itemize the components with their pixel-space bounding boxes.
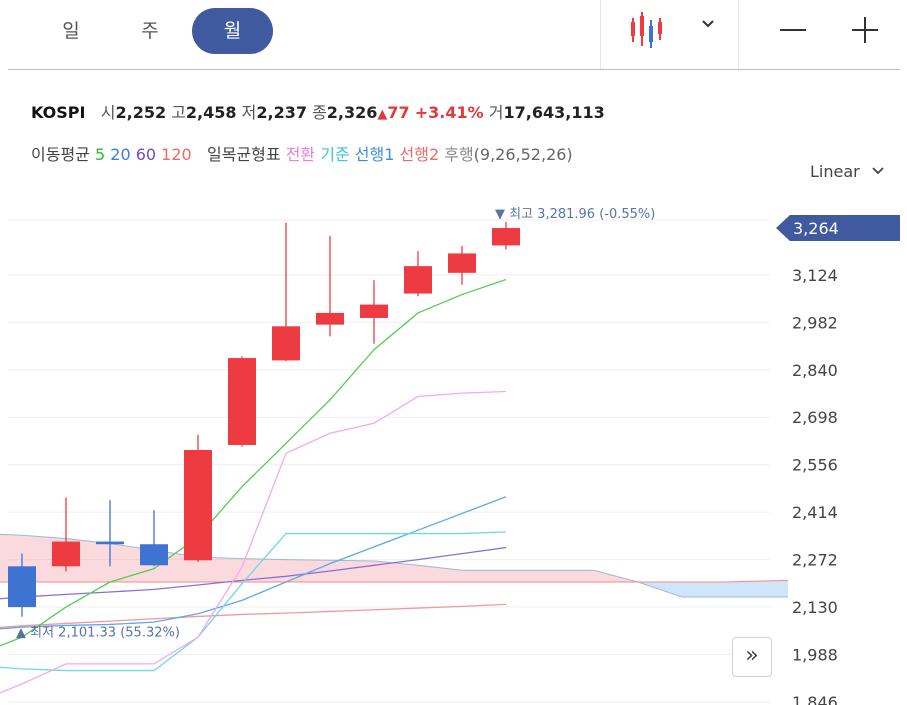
cloud-segment [330, 560, 374, 583]
high-value: 2,458 [185, 103, 237, 122]
low-value: 2,237 [256, 103, 307, 122]
scale-selector[interactable]: Linear [810, 162, 885, 181]
change-percent: +3.41% [414, 103, 484, 122]
ma-60: 60 [135, 145, 157, 164]
candle-body [492, 228, 520, 246]
ichimoku-conversion: 전환 [285, 145, 316, 164]
ichimoku-span1: 선행1 [354, 145, 395, 164]
candlestick-icon [631, 12, 662, 48]
top-toolbar: 일 주 월 [0, 0, 907, 70]
min-annotation: ▲ 최저 2,101.33 (55.32%) [16, 626, 180, 641]
y-tick-label: 2,272 [792, 551, 838, 570]
quote-summary: KOSPI 시2,252 고2,458 저2,237 종2,326▲77 +3.… [31, 99, 605, 123]
cloud-segment [550, 570, 594, 583]
price-chart[interactable]: 1,846 1,988 2,130 2,272 2,414 2,556 2,698 2,840… [0, 190, 907, 705]
y-tick-label: 2,982 [792, 313, 838, 332]
scroll-latest-button[interactable]: » [732, 637, 772, 677]
tab-monthly[interactable]: 월 [192, 8, 273, 54]
open-label: 시 [100, 103, 116, 122]
y-tick-label: 1,846 [792, 693, 838, 705]
low-label: 저 [241, 103, 257, 122]
scale-label: Linear [810, 162, 860, 181]
current-price-tag [776, 215, 900, 242]
candle-body [52, 541, 80, 567]
candle-body [360, 304, 388, 318]
close-value: 2,326 [326, 103, 378, 122]
ichimoku-span2: 선행2 [399, 145, 440, 164]
cloud-segment [682, 582, 726, 598]
ma20-line [0, 496, 507, 630]
open-value: 2,252 [115, 103, 167, 122]
ma-20: 20 [110, 145, 131, 164]
base-line [0, 531, 507, 672]
candle-body [8, 566, 36, 608]
candle-body [228, 358, 256, 445]
cloud-segment [726, 580, 788, 598]
max-annotation: ▼ 최고 3,281.96 (-0.55%) [495, 207, 655, 222]
chart-type-button[interactable] [628, 12, 672, 48]
change-arrow-icon: ▲ [377, 107, 388, 122]
ichimoku-label: 일목균형표 [206, 145, 281, 164]
ma60-line [0, 546, 507, 600]
candle-body [140, 544, 168, 566]
y-tick-label: 2,698 [792, 408, 838, 427]
ichimoku-params: (9,26,52,26) [473, 145, 573, 164]
y-tick-label: 2,840 [792, 361, 838, 380]
candle-body [316, 312, 344, 325]
close-label: 종 [312, 103, 327, 122]
tab-weekly[interactable]: 주 [141, 20, 159, 42]
zoom-in-button[interactable] [850, 16, 880, 46]
y-tick-label: 2,130 [792, 598, 838, 617]
candle-body [404, 266, 432, 294]
toolbar-divider [8, 69, 900, 70]
zoom-out-button[interactable] [778, 16, 808, 46]
indicator-legend: 이동평균 5 20 60 120 일목균형표 전환 기준 선행1 선행2 후행(… [31, 141, 573, 165]
ichimoku-base: 기준 [320, 145, 350, 164]
cloud-segment [242, 558, 286, 583]
minus-icon [780, 29, 806, 31]
cloud-segment [198, 556, 242, 583]
cloud-segment [286, 559, 330, 583]
candle-body [448, 253, 476, 273]
ma-5: 5 [94, 145, 106, 164]
cloud-segment [374, 560, 418, 583]
y-tick-label: 2,556 [792, 456, 838, 475]
ma5-line [0, 278, 507, 647]
chevron-down-icon [702, 20, 714, 28]
cloud-segment [462, 570, 506, 583]
candle-body [96, 541, 124, 545]
cloud-segment [506, 570, 550, 583]
y-tick-label: 1,988 [792, 646, 838, 665]
symbol: KOSPI [31, 103, 86, 122]
current-price-label: 3,264 [793, 219, 839, 238]
candle-body [184, 449, 212, 561]
double-chevron-right-icon: » [745, 643, 759, 668]
plus-icon [852, 17, 878, 43]
high-label: 고 [171, 103, 186, 122]
change-value: 77 [387, 103, 410, 122]
volume-label: 거 [488, 103, 504, 122]
ichimoku-lagging: 후행 [444, 145, 474, 164]
chart-type-dropdown[interactable] [700, 16, 718, 34]
chevron-down-icon [872, 167, 884, 175]
conversion-line [0, 390, 507, 694]
candle-body [272, 326, 300, 361]
ma120-line [0, 603, 507, 629]
ma-120: 120 [161, 145, 192, 164]
volume-value: 17,643,113 [503, 103, 605, 122]
tab-daily[interactable]: 일 [62, 20, 80, 42]
y-tick-label: 3,124 [792, 266, 838, 285]
y-tick-label: 2,414 [792, 503, 838, 522]
ma-label: 이동평균 [31, 145, 90, 164]
